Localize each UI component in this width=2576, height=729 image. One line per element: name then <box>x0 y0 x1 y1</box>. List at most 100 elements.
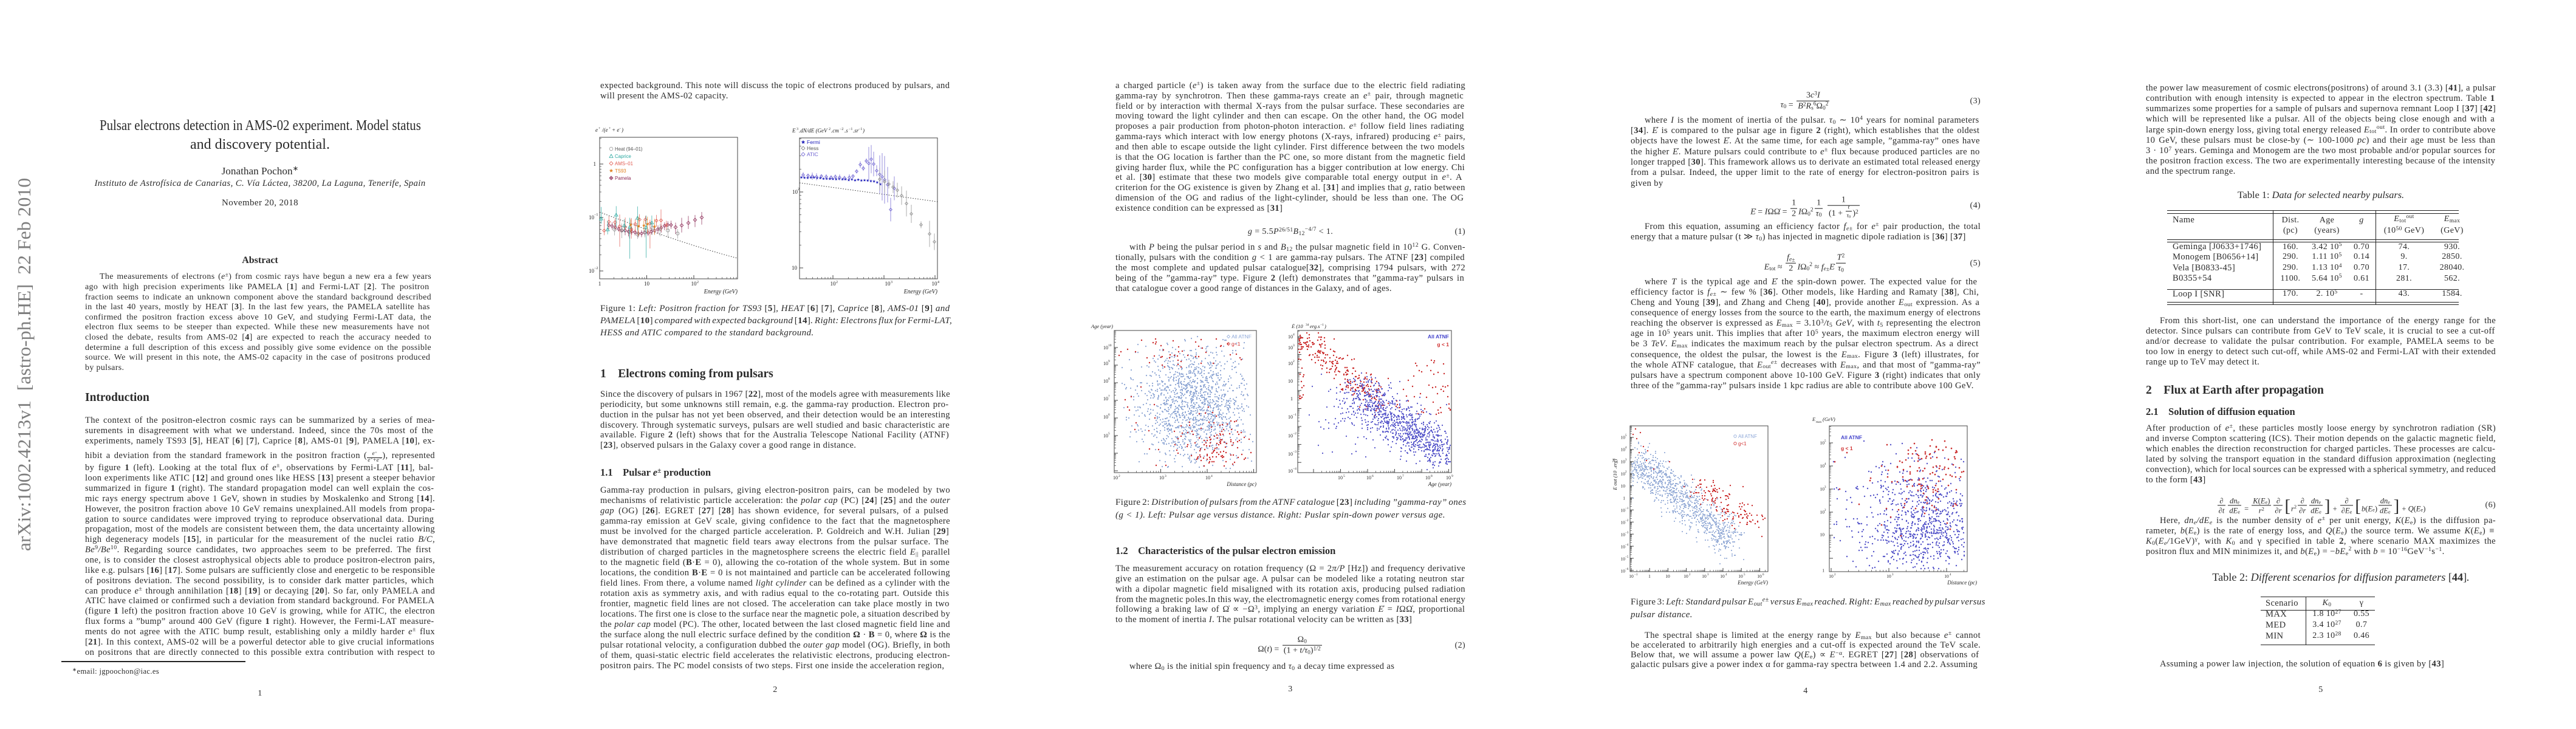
svg-text:.sr: .sr <box>853 128 859 134</box>
svg-text:3: 3 <box>796 128 798 131</box>
svg-text:5: 5 <box>1744 573 1745 577</box>
svg-text:g < 1: g < 1 <box>1841 445 1853 451</box>
svg-text:7: 7 <box>1108 395 1110 399</box>
svg-text:5: 5 <box>1343 474 1345 478</box>
svg-text:10: 10 <box>1621 484 1626 489</box>
svg-text:Heat (94–01): Heat (94–01) <box>615 146 643 152</box>
svg-text:10: 10 <box>1103 378 1108 384</box>
svg-text:−3: −3 <box>1625 532 1629 535</box>
svg-text:10: 10 <box>1738 573 1743 579</box>
svg-text:34: 34 <box>1306 323 1309 327</box>
svg-text:2: 2 <box>1689 573 1691 577</box>
svg-text:): ) <box>862 128 865 134</box>
svg-text:2: 2 <box>829 128 831 131</box>
svg-text:−1: −1 <box>849 128 852 131</box>
svg-text:10: 10 <box>1820 440 1825 446</box>
svg-text:2: 2 <box>1824 509 1826 512</box>
svg-text:All ATNF: All ATNF <box>1738 434 1757 439</box>
svg-text:10: 10 <box>1288 361 1293 366</box>
svg-text:10: 10 <box>1621 447 1626 453</box>
svg-text:10: 10 <box>1288 451 1293 457</box>
svg-text:4: 4 <box>1211 474 1213 478</box>
svg-text:g<1: g<1 <box>1738 441 1747 447</box>
svg-text:1: 1 <box>1648 573 1651 579</box>
svg-text:ATIC: ATIC <box>807 151 818 157</box>
svg-text:10: 10 <box>932 281 938 287</box>
svg-text:2: 2 <box>1625 471 1627 474</box>
svg-text:−5: −5 <box>1625 556 1629 559</box>
svg-text:3: 3 <box>1707 573 1709 577</box>
svg-text:−2: −2 <box>1625 519 1629 522</box>
svg-text:−2: −2 <box>840 128 843 131</box>
svg-text:10: 10 <box>1757 573 1762 579</box>
svg-text:10: 10 <box>589 214 595 221</box>
svg-text:10: 10 <box>1397 475 1402 481</box>
svg-text:4: 4 <box>1950 573 1951 577</box>
svg-text:10: 10 <box>1159 475 1164 481</box>
svg-text:Distance (pc): Distance (pc) <box>1947 580 1977 586</box>
svg-text:10: 10 <box>885 281 891 287</box>
svg-text:2: 2 <box>836 281 838 284</box>
svg-text:10: 10 <box>1829 573 1834 579</box>
svg-text:−2: −2 <box>1293 432 1297 436</box>
svg-text:10: 10 <box>831 281 837 287</box>
svg-text:10: 10 <box>1108 344 1112 347</box>
svg-text:−1: −1 <box>1634 573 1638 577</box>
svg-text:Age (year): Age (year) <box>1428 481 1451 487</box>
svg-text:5: 5 <box>1625 434 1627 437</box>
svg-text:All ATNF: All ATNF <box>1231 334 1252 340</box>
svg-text:10: 10 <box>1621 435 1626 440</box>
svg-text:1: 1 <box>598 281 601 287</box>
svg-text:−4: −4 <box>1625 544 1629 547</box>
svg-text:6: 6 <box>1762 573 1764 577</box>
svg-text:Age (year): Age (year) <box>1091 323 1113 329</box>
svg-text:10: 10 <box>1338 475 1343 481</box>
svg-text:10: 10 <box>1621 556 1626 562</box>
svg-text:10: 10 <box>589 268 595 274</box>
svg-text:TS93: TS93 <box>615 168 626 174</box>
svg-text:10: 10 <box>1288 468 1293 474</box>
svg-text:10: 10 <box>1288 433 1293 439</box>
svg-text:−1: −1 <box>1625 507 1629 510</box>
svg-text:4: 4 <box>1725 573 1727 577</box>
svg-text:9: 9 <box>1108 360 1110 363</box>
svg-text:10: 10 <box>1621 520 1626 525</box>
svg-text:2: 2 <box>1118 474 1120 478</box>
svg-text:Pamela: Pamela <box>615 176 631 181</box>
svg-text:10: 10 <box>1820 487 1825 492</box>
svg-text:10: 10 <box>1665 573 1670 579</box>
svg-text:9: 9 <box>1451 474 1453 478</box>
svg-text:−4: −4 <box>1293 467 1297 471</box>
svg-text:Caprice: Caprice <box>615 154 631 159</box>
svg-text:10: 10 <box>1629 573 1634 579</box>
svg-text:E out (10 .erg): E out (10 .erg) <box>1612 459 1618 490</box>
svg-text:g < 1: g < 1 <box>1437 341 1449 347</box>
svg-text:−2: −2 <box>594 267 598 270</box>
svg-text:−1: −1 <box>1293 413 1297 417</box>
svg-text:34: 34 <box>1612 459 1616 462</box>
svg-text:10: 10 <box>1103 433 1108 439</box>
svg-text:Energy (GeV): Energy (GeV) <box>903 289 938 295</box>
svg-text:10: 10 <box>1944 573 1949 579</box>
svg-text:/(e: /(e <box>601 127 608 133</box>
svg-text:Hess: Hess <box>807 145 818 151</box>
svg-text:1: 1 <box>594 161 597 167</box>
svg-text:10: 10 <box>1288 414 1293 420</box>
svg-text:6: 6 <box>1372 474 1374 478</box>
svg-text:All ATNF: All ATNF <box>1841 434 1862 440</box>
svg-text:): ) <box>621 127 623 133</box>
svg-text:10: 10 <box>1103 345 1108 351</box>
svg-text:3: 3 <box>1293 344 1295 347</box>
svg-text:8: 8 <box>1431 474 1433 478</box>
svg-text:.s: .s <box>844 128 848 134</box>
svg-text:10: 10 <box>1820 532 1825 538</box>
svg-text:6: 6 <box>1108 413 1110 417</box>
svg-text:1: 1 <box>1822 568 1824 573</box>
svg-text:7: 7 <box>1402 474 1404 478</box>
svg-text:.dN/dE (GeV: .dN/dE (GeV <box>799 128 828 134</box>
svg-text:−: − <box>619 127 622 131</box>
svg-text:10: 10 <box>1288 334 1293 340</box>
svg-text:10: 10 <box>1621 544 1626 550</box>
svg-text:g<1: g<1 <box>1231 341 1241 347</box>
svg-text:10: 10 <box>1205 475 1210 481</box>
